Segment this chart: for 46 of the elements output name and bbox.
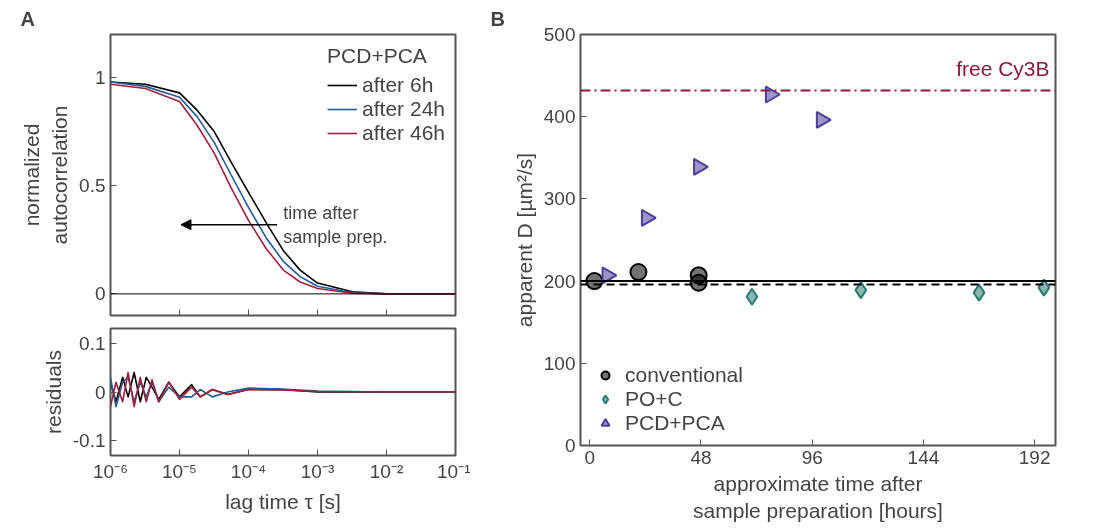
x-tick-label: 0: [584, 446, 596, 468]
x-tick-label: 10⁻²: [369, 460, 404, 482]
x-axis-title: lag time τ [s]: [225, 489, 341, 513]
y-tick-label: 200: [543, 270, 576, 292]
y-tick-label: 0.5: [79, 175, 106, 197]
x-tick-label: 96: [801, 446, 823, 468]
y-axis-title: apparent D [µm²/s]: [512, 152, 536, 328]
y-axis-title: residuals: [41, 349, 65, 435]
legend-label: PO+C: [625, 387, 683, 411]
x-tick-label: 48: [690, 446, 712, 468]
y-tick-label: 300: [543, 188, 576, 210]
chart-title: B: [490, 7, 505, 30]
x-tick-label: 144: [907, 446, 940, 468]
y-tick-label: 0.1: [79, 332, 106, 354]
legend-title: PCD+PCA: [327, 44, 428, 68]
point: [693, 157, 709, 176]
y-axis-title: normalized autocorrelation: [20, 105, 72, 245]
point: [764, 85, 781, 104]
x-tick-label: 192: [1018, 446, 1051, 468]
x-tick-label: 10⁻⁵: [161, 460, 198, 482]
y-tick-label: 400: [543, 106, 576, 128]
point: [629, 263, 648, 282]
y-tick-label: 100: [543, 352, 576, 374]
y-tick-label: 1: [94, 67, 106, 89]
point: [815, 110, 832, 129]
chart-title: A: [20, 7, 35, 30]
legend-label: PCD+PCA: [625, 411, 725, 435]
x-tick-label: 10⁻⁴: [230, 460, 267, 482]
y-tick-label: -0.1: [72, 430, 106, 452]
legend-label: after 24h: [362, 97, 445, 121]
ref-line-label: free Cy3B: [956, 57, 1050, 81]
y-tick-label: 0: [94, 283, 106, 305]
point: [854, 281, 868, 300]
legend-label: after 6h: [362, 73, 434, 97]
point: [745, 287, 759, 306]
x-tick-label: 10⁻¹: [437, 460, 471, 482]
legend-label: after 46h: [362, 121, 445, 145]
annotation: time after sample prep.: [283, 202, 388, 247]
point: [640, 208, 657, 227]
legend-label: conventional: [625, 363, 743, 387]
x-tick-label: 10⁻³: [300, 460, 335, 482]
y-tick-label: 500: [543, 24, 576, 45]
x-tick-label: 10⁻⁶: [93, 460, 128, 482]
point: [972, 283, 986, 302]
x-axis-title: approximate time after sample preparation [hours]: [693, 471, 943, 523]
y-tick-label: 0: [94, 381, 106, 403]
